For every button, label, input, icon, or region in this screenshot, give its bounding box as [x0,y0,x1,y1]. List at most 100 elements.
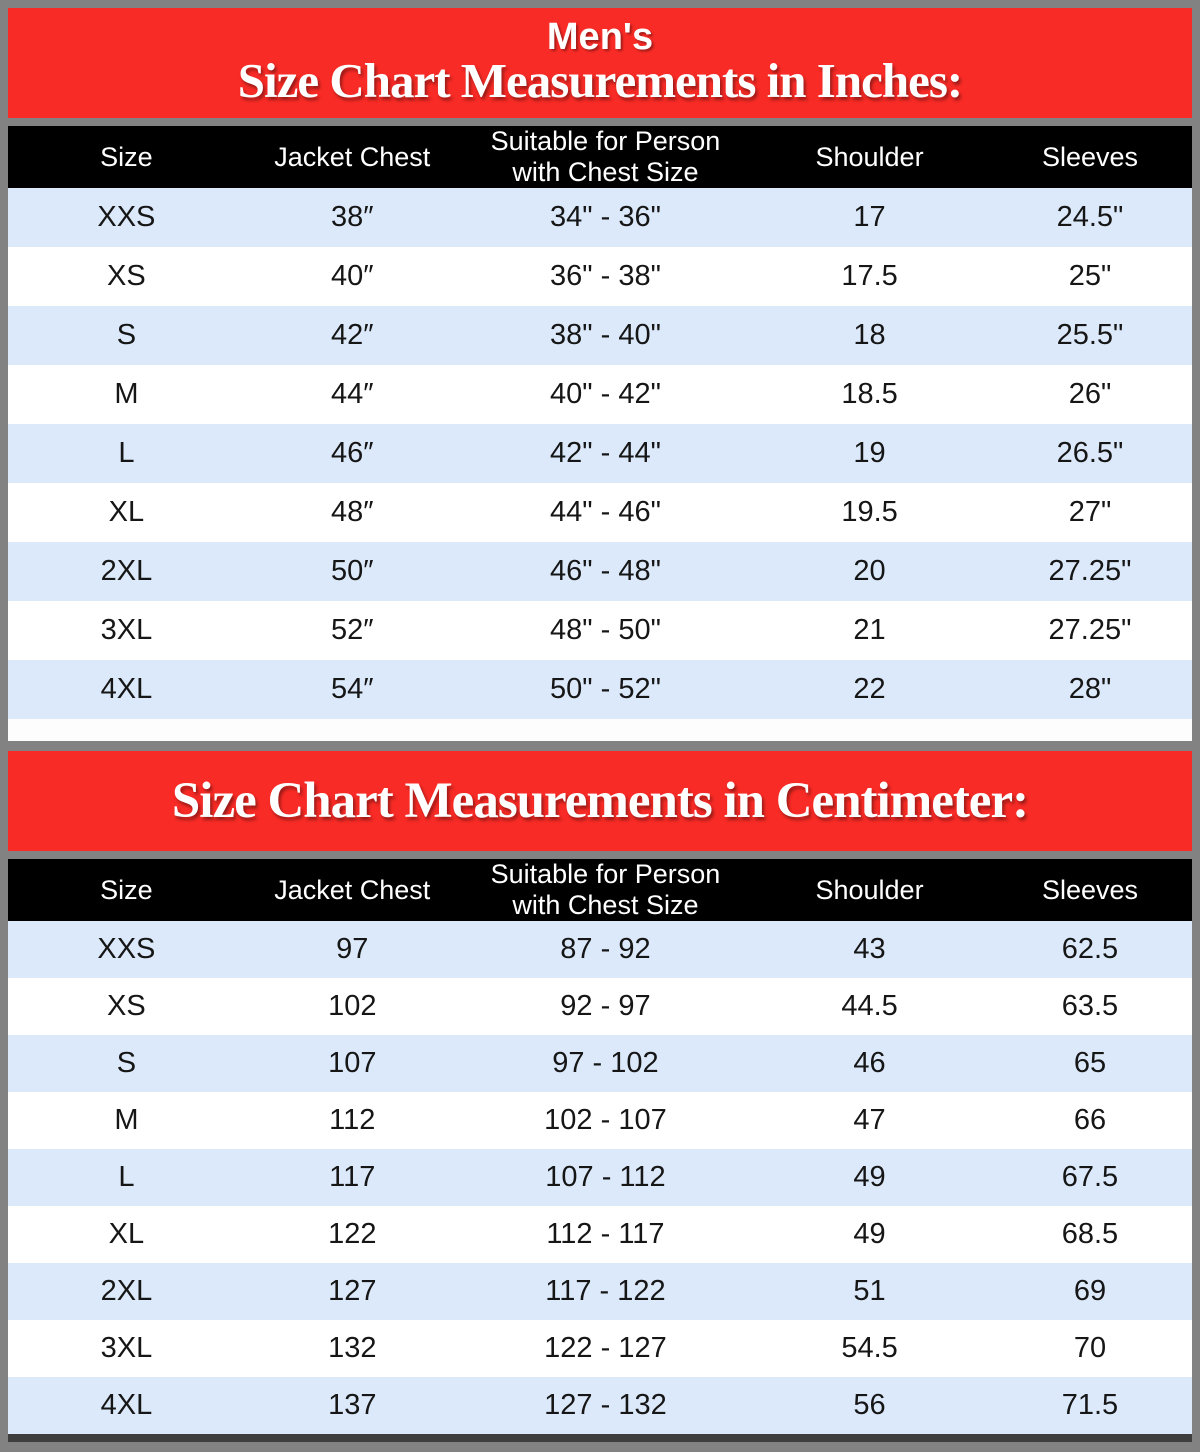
table-cell: XS [107,990,146,1022]
table-cell: 112 [329,1104,376,1136]
table-row: 4XL 137 127 - 132 56 71.5 [8,1377,1192,1434]
table-cell: 54″ [331,673,374,705]
table-cell: 127 - 132 [544,1389,667,1421]
table-cell: 47 [853,1104,886,1136]
table-row: 3XL 132 122 - 127 54.5 70 [8,1320,1192,1377]
table-cell: XS [107,260,146,292]
table-cell: M [114,378,139,410]
table-cell: XL [108,1218,145,1250]
table-cell: 42" - 44" [550,437,661,469]
table-cell: 48″ [331,496,374,528]
table-row: L 117 107 - 112 49 67.5 [8,1149,1192,1206]
table-cell: 40″ [331,260,374,292]
table-cell: 17.5 [841,260,898,292]
table-cell: 43 [853,933,886,965]
table-cell: 132 [328,1332,377,1364]
table-cell: 63.5 [1061,990,1119,1022]
table-cell: 49 [853,1161,886,1193]
table-cell: 18.5 [841,378,898,410]
table-cell: 44" - 46" [550,496,661,528]
table-cell: 127 [328,1275,377,1307]
table-cell: 92 - 97 [560,990,651,1022]
table-cell: 65 [1073,1047,1107,1079]
table-cell: 4XL [100,1389,153,1421]
table-cell: M [114,1104,139,1136]
table-cell: 122 [328,1218,377,1250]
table-cell: 50″ [331,555,374,587]
table-cell: 27.25" [1048,614,1132,646]
table-cell: 70 [1073,1332,1107,1364]
table-cell: 38" - 40" [550,319,661,351]
cm-size-table: Size Jacket Chest Suitable for Person with… [8,859,1192,1434]
table-cell: 102 [328,990,377,1022]
table-cell: 2XL [100,1275,153,1307]
table-cell: 34" - 36" [550,201,661,233]
table-cell: 67.5 [1061,1161,1119,1193]
table-cell: 36" - 38" [550,260,661,292]
table-cell: 137 [328,1389,377,1421]
column-header: Shoulder [751,126,988,188]
table-cell: 56 [853,1389,886,1421]
table-row: L 46″ 42" - 44" 19 26.5" [8,424,1192,483]
gender-label: Men's [546,16,654,58]
table-cell: 122 - 127 [544,1332,667,1364]
table-row: XL 122 112 - 117 49 68.5 [8,1206,1192,1263]
table-row: 4XL 54″ 50" - 52" 22 28" [8,660,1192,719]
table-cell: 17 [853,201,886,233]
cm-section-banner: Size Chart Measurements in Centimeter: [8,751,1192,851]
column-header: Suitable for Person with Chest Size [459,859,752,921]
table-cell: 50" - 52" [550,673,661,705]
table-cell: 21 [853,614,886,646]
column-header: Jacket Chest [244,126,460,188]
table-cell: 20 [853,555,886,587]
table-row: S 42″ 38" - 40" 18 25.5" [8,306,1192,365]
column-header: Suitable for Person with Chest Size [459,126,752,188]
inches-table-body: XXS 38″ 34" - 36" 17 24.5" XS 40″ 36" - 38" 17.5… [8,188,1192,719]
table-cell: 107 [328,1047,377,1079]
table-cell: 107 - 112 [545,1161,666,1193]
cm-table-header: Size Jacket Chest Suitable for Person with… [8,859,1192,921]
inches-section-banner: Men's Size Chart Measurements in Inches: [8,8,1192,118]
table-row: XXS 38″ 34" - 36" 17 24.5" [8,188,1192,247]
table-cell: 49 [853,1218,886,1250]
table-cell: 48" - 50" [550,614,661,646]
table-row: XXS 97 87 - 92 43 62.5 [8,921,1192,978]
table-cell: S [116,319,137,351]
inches-size-table: Size Jacket Chest Suitable for Person with… [8,126,1192,719]
table-row: XL 48″ 44" - 46" 19.5 27" [8,483,1192,542]
table-cell: 52″ [331,614,374,646]
table-cell: 19.5 [841,496,898,528]
table-cell: 42″ [331,319,374,351]
table-cell: 69 [1073,1275,1107,1307]
column-header: Sleeves [987,859,1192,921]
table-cell: 97 [336,933,369,965]
table-row: M 112 102 - 107 47 66 [8,1092,1192,1149]
column-header: Size [8,126,245,188]
table-cell: 71.5 [1061,1389,1119,1421]
table-cell: 26.5" [1056,437,1124,469]
table-cell: 26" [1068,378,1112,410]
table-cell: 112 - 117 [546,1218,665,1250]
inches-table-footer-strip [8,719,1192,741]
table-cell: 4XL [100,673,153,705]
table-cell: XXS [97,933,156,965]
table-cell: 27" [1068,496,1112,528]
table-cell: 54.5 [841,1332,898,1364]
table-cell: 44″ [331,378,374,410]
table-cell: XXS [97,201,156,233]
table-cell: 46 [853,1047,886,1079]
table-cell: 40" - 42" [550,378,661,410]
table-cell: 3XL [100,614,153,646]
table-row: M 44″ 40" - 42" 18.5 26" [8,365,1192,424]
table-cell: 18 [853,319,886,351]
table-cell: 19 [853,437,886,469]
table-cell: 38″ [331,201,374,233]
table-cell: 87 - 92 [560,933,651,965]
header-row: Size Jacket Chest Suitable for Person with… [8,126,1192,188]
table-cell: 46″ [331,437,374,469]
table-cell: S [116,1047,137,1079]
table-cell: 22 [853,673,886,705]
table-cell: 66 [1073,1104,1107,1136]
table-cell: 44.5 [841,990,898,1022]
table-cell: 3XL [100,1332,153,1364]
